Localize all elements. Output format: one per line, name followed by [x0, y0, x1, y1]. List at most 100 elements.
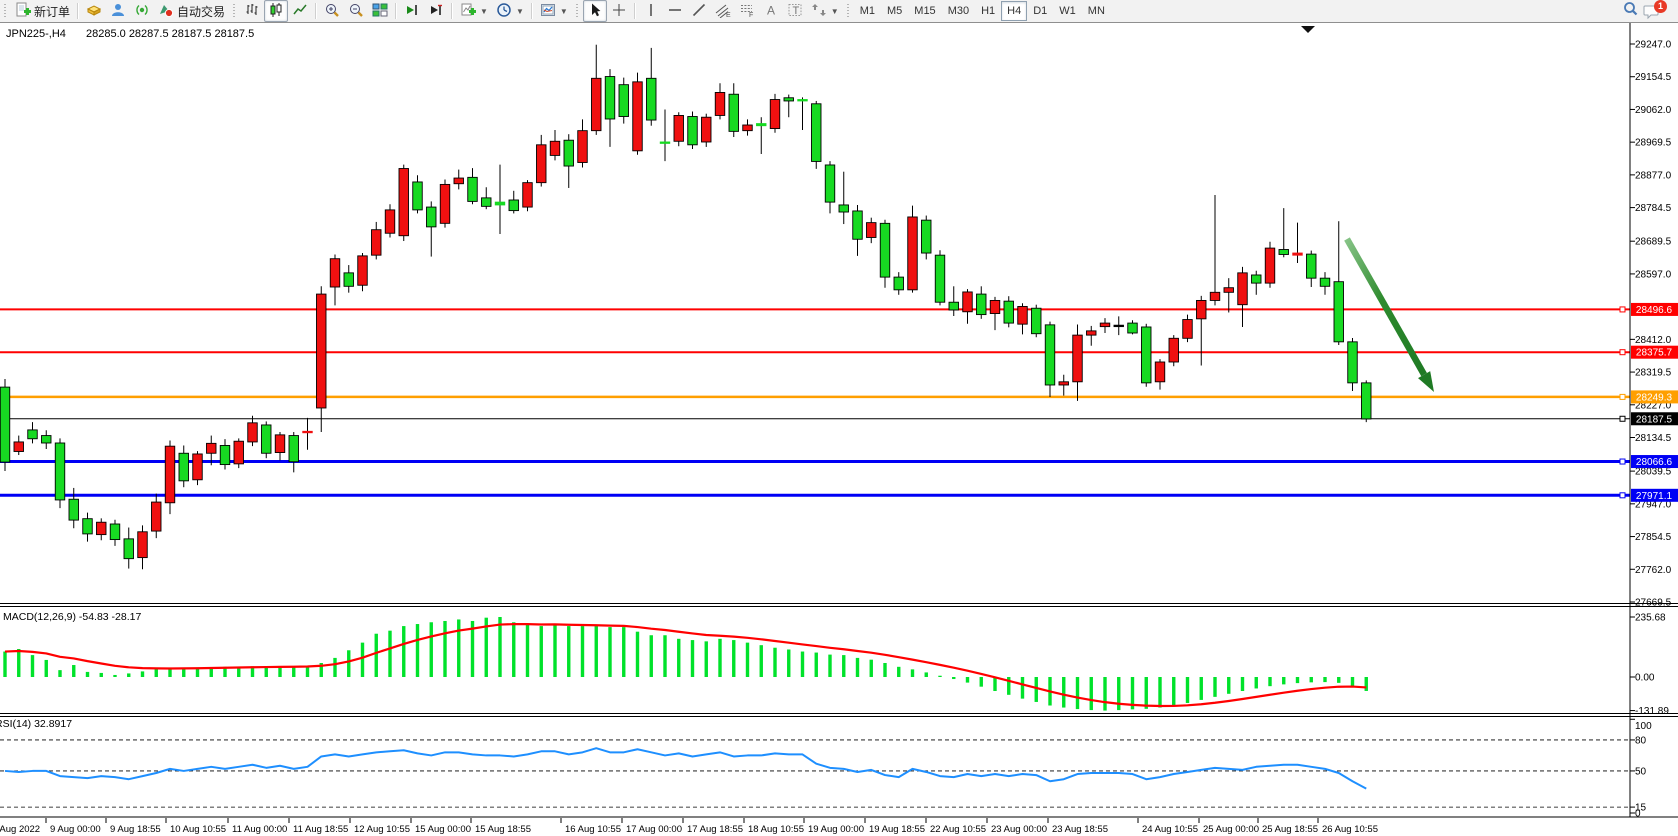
- label-t-icon: T: [787, 2, 803, 21]
- candle: [261, 424, 272, 454]
- candle: [192, 453, 203, 481]
- timeframe-mn[interactable]: MN: [1087, 5, 1105, 17]
- timeframe-d1[interactable]: D1: [1033, 5, 1048, 17]
- trend-arrow-annotation[interactable]: [1344, 237, 1434, 392]
- price-line-handle[interactable]: [1619, 393, 1626, 400]
- tile-windows-button[interactable]: [368, 0, 392, 22]
- candle: [41, 435, 52, 444]
- timeframe-w1[interactable]: W1: [1059, 5, 1076, 17]
- toolbar: 新订单 自动交易: [0, 0, 1678, 23]
- vertical-line-button[interactable]: [639, 0, 663, 22]
- price-axis[interactable]: 29247.0 29154.5 29062.0 28969.5 28877.0 28784…: [1630, 40, 1678, 820]
- price-line-handle[interactable]: [1619, 349, 1626, 356]
- macd-bar: [567, 626, 571, 677]
- toolbar-grip: [233, 4, 239, 18]
- cursor-button[interactable]: [582, 0, 607, 22]
- candle: [274, 434, 286, 453]
- new-order-button[interactable]: 新订单: [11, 0, 74, 22]
- macd-bar: [85, 671, 90, 677]
- macd-bar: [910, 669, 915, 677]
- price-line-handle[interactable]: [1619, 306, 1626, 313]
- candle: [879, 222, 891, 278]
- timeframe-h4[interactable]: H4: [1001, 1, 1028, 21]
- rsi-tick-label: 50: [1635, 766, 1647, 777]
- macd-bar: [924, 672, 928, 677]
- market-watch-button[interactable]: [82, 0, 106, 22]
- svg-text:E: E: [726, 12, 731, 18]
- macd-bar: [938, 675, 942, 677]
- toolbar-grip: [4, 4, 9, 18]
- chevron-down-icon: ▼: [480, 6, 488, 16]
- down-arrow-line[interactable]: [1344, 237, 1427, 377]
- arrows-button[interactable]: ▼: [807, 0, 843, 22]
- horizontal-line-button[interactable]: [663, 0, 687, 22]
- crosshair-button[interactable]: [607, 0, 631, 22]
- macd-bar: [264, 666, 268, 677]
- macd-label: MACD(12,26,9) -54.83 -28.17: [3, 611, 141, 623]
- zoom-in-button[interactable]: [320, 0, 344, 22]
- bar-chart-button[interactable]: [240, 0, 264, 22]
- timeframe-group: M1 M5 M15 M30 H1 H4 D1 W1 MN: [843, 0, 1111, 22]
- down-arrow-head[interactable]: [1418, 371, 1434, 392]
- price-tick-label: 28227.0: [1635, 400, 1672, 411]
- fibonacci-button[interactable]: F: [735, 0, 759, 22]
- search-icon[interactable]: [1622, 0, 1639, 22]
- candle: [1058, 381, 1069, 386]
- macd-bar: [1295, 677, 1300, 684]
- macd-bar: [1350, 677, 1355, 686]
- candle: [54, 442, 66, 501]
- indicators-button[interactable]: ▼: [456, 0, 492, 22]
- chat-icon[interactable]: 1: [1643, 0, 1674, 20]
- candle: [137, 531, 148, 559]
- chevron-down-icon: ▼: [830, 6, 839, 16]
- toolbar-group-standard: 新订单 自动交易: [0, 0, 229, 22]
- timeframe-m5[interactable]: M5: [887, 5, 903, 17]
- price-badge: [1631, 390, 1678, 404]
- chart-shift-marker[interactable]: [1301, 26, 1315, 33]
- trendline-button[interactable]: [687, 0, 711, 22]
- line-chart-button[interactable]: [288, 0, 312, 22]
- macd-bar: [127, 673, 131, 677]
- community-button[interactable]: [106, 0, 130, 22]
- price-line-handle[interactable]: [1619, 492, 1626, 499]
- macd-bar: [223, 666, 227, 677]
- zoom-out-button[interactable]: [344, 0, 368, 22]
- time-axis[interactable]: 8 Aug 2022 9 Aug 00:00 9 Aug 18:55 10 Aug 1…: [0, 818, 1378, 835]
- gold-bar-icon: [86, 2, 102, 21]
- macd-bar: [800, 651, 805, 677]
- macd-bar: [292, 666, 296, 677]
- candle: [1251, 274, 1262, 284]
- price-line-handle[interactable]: [1619, 415, 1626, 422]
- candle: [563, 139, 574, 167]
- timeframe-m30[interactable]: M30: [947, 5, 970, 17]
- macd-bar: [993, 677, 997, 692]
- price-line-handle[interactable]: [1619, 458, 1626, 465]
- candle: [1072, 334, 1083, 383]
- text-button[interactable]: A: [759, 0, 783, 22]
- macd-bar: [553, 624, 557, 677]
- candle: [178, 452, 189, 482]
- candle: [96, 521, 107, 536]
- timeframe-m1[interactable]: M1: [859, 5, 875, 17]
- templates-button[interactable]: ▼: [536, 0, 572, 22]
- candle: [329, 258, 341, 288]
- macd-bar: [965, 677, 970, 683]
- macd-bar: [99, 672, 103, 677]
- timeframe-m15[interactable]: M15: [914, 5, 936, 17]
- rsi-line: [4, 747, 1367, 790]
- timeframe-h1[interactable]: H1: [981, 5, 996, 17]
- channel-button[interactable]: E: [711, 0, 735, 22]
- signals-button[interactable]: [130, 0, 154, 22]
- auto-trading-button[interactable]: 自动交易: [154, 0, 229, 22]
- chart-shift-button[interactable]: [424, 0, 448, 22]
- periods-button[interactable]: ▼: [492, 0, 528, 22]
- candlestick-chart-button[interactable]: [264, 0, 289, 22]
- macd-bar: [690, 640, 695, 677]
- time-tick-label: 10 Aug 10:55: [170, 824, 226, 835]
- label-button[interactable]: T: [783, 0, 807, 22]
- horizontal-level-lines[interactable]: [0, 306, 1630, 499]
- auto-scroll-button[interactable]: [400, 0, 424, 22]
- candle: [384, 209, 396, 234]
- candlesticks: [0, 44, 1372, 570]
